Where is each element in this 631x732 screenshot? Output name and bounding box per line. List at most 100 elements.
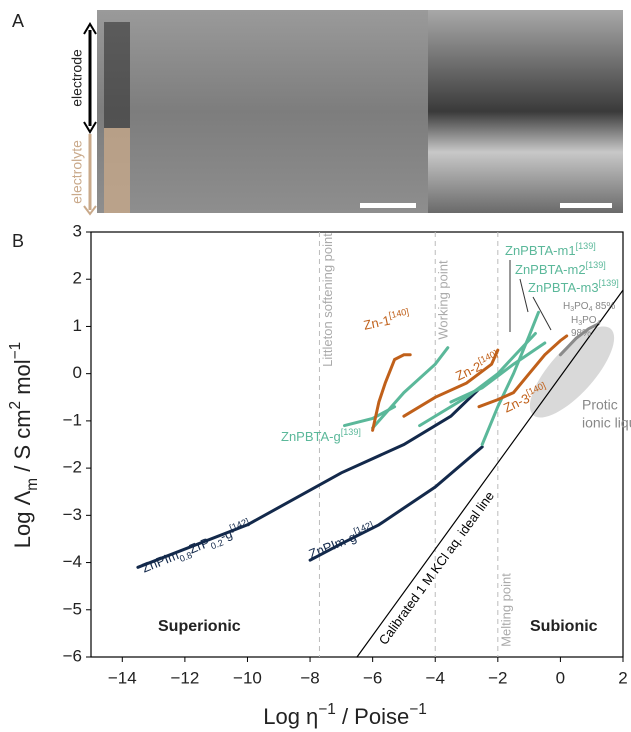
sem-image — [97, 10, 428, 213]
y-tick-label: 1 — [73, 316, 82, 335]
series-label: ZnPBTA-g[139] — [281, 427, 361, 444]
annotation-part: 98% — [571, 328, 591, 339]
annotation: 98% — [571, 328, 591, 339]
panel-b: B −14 −12 −10 −8 −6 −4 −2 0 2−6−5−4−3−2−10123Log… — [7, 221, 631, 728]
annotation: H3PO4 — [571, 315, 601, 328]
leader-line — [519, 278, 529, 313]
electrolyte-label: electrolyte — [69, 140, 85, 204]
x-axis-label-part: −1 — [318, 701, 336, 718]
region-label: Protic — [582, 397, 618, 413]
series-label-part: ZnPIm — [140, 548, 181, 576]
annotation-part: PO — [582, 315, 597, 326]
series-label: Calibrated 1 M KCl aq. ideal line — [376, 489, 497, 648]
scale-bar — [560, 203, 612, 208]
annotation-part: H — [563, 301, 570, 312]
series-line — [136, 384, 484, 569]
electrolyte-overlay — [104, 128, 130, 213]
series-line — [402, 348, 500, 418]
annotation-part: H — [571, 315, 578, 326]
series-label-part: [142] — [228, 517, 251, 534]
y-tick-label: 2 — [73, 269, 82, 288]
series-label-part: [139] — [599, 278, 619, 288]
series-label: ZnPIm0.8ZrP0.2-g[142] — [139, 517, 254, 579]
series-label-part: [142] — [352, 520, 375, 537]
y-axis-label-part: Log Λ — [10, 490, 35, 548]
x-axis-label-part: / Poise — [336, 704, 409, 729]
x-tick-label: 0 — [556, 668, 565, 687]
region-label: Superionic — [158, 618, 241, 635]
series-label-part: 0.2 — [209, 538, 224, 552]
series-label-part: [139] — [576, 241, 596, 251]
annotation-part: 3 — [578, 320, 582, 327]
x-tick-label: −12 — [170, 668, 199, 687]
y-tick-label: −3 — [63, 505, 82, 524]
leader-line — [532, 296, 552, 331]
panel-label: B — [12, 231, 24, 251]
series-label-part: [139] — [586, 260, 606, 270]
y-axis-label: Log Λm / S cm2 mol−1 — [7, 342, 41, 548]
series-label-part: Zn-1 — [362, 313, 391, 333]
panel-label: A — [12, 11, 24, 31]
annotation-part: 4 — [597, 320, 601, 327]
y-tick-label: −6 — [63, 646, 82, 665]
x-tick-label: −8 — [300, 668, 319, 687]
arrow-head — [83, 22, 97, 134]
annotation-part: 85% — [593, 301, 616, 312]
x-tick-label: −2 — [488, 668, 507, 687]
series-line — [449, 341, 547, 404]
series-label-part: [140] — [477, 349, 500, 367]
series-line — [418, 332, 537, 428]
reference-label: Working point — [436, 260, 451, 340]
annotation-part: PO — [574, 301, 589, 312]
series-label-part: [140] — [388, 307, 410, 321]
y-tick-label: −1 — [63, 410, 82, 429]
series-label: ZnPIm-g[142] — [306, 520, 377, 562]
series-line — [480, 310, 540, 446]
series-label-part: [139] — [341, 427, 361, 437]
series-line — [308, 445, 484, 562]
x-axis-label-part: −1 — [409, 701, 427, 718]
series-label: ZnPBTA-m1[139] — [505, 241, 596, 258]
region-label: Subionic — [530, 618, 598, 635]
reference-label: Melting point — [498, 573, 513, 647]
series-line — [356, 289, 624, 658]
annotation: H3PO4 85% — [563, 301, 615, 314]
series-label-part: ZrP — [187, 535, 212, 557]
series-line — [558, 322, 600, 357]
x-tick-label: −14 — [108, 668, 137, 687]
y-tick-label: −5 — [63, 599, 82, 618]
x-tick-label: −10 — [233, 668, 262, 687]
y-axis-label-part: 2 — [7, 401, 24, 410]
series-label: ZnPBTA-m3[139] — [528, 278, 619, 295]
x-tick-label: −6 — [363, 668, 382, 687]
x-tick-label: 2 — [618, 668, 627, 687]
series-label-part: Calibrated 1 M KCl aq. ideal line — [376, 489, 497, 648]
series-line — [371, 346, 450, 430]
y-tick-label: −4 — [63, 552, 82, 571]
annotation-part: 4 — [589, 306, 593, 313]
series-label-part: -g — [218, 526, 234, 544]
y-tick-label: −2 — [63, 458, 82, 477]
series-label-part: ZnPBTA-m2 — [515, 262, 586, 277]
series-label-part: ZnPBTA-g — [281, 429, 341, 444]
annotation-part: 3 — [570, 306, 574, 313]
x-tick-label: −4 — [426, 668, 445, 687]
x-axis-label: Log η−1 / Poise−1 — [263, 701, 427, 729]
region-label: ionic liquids — [582, 415, 631, 431]
series-label-part: ZnPIm-g — [307, 529, 359, 562]
y-tick-label: 3 — [73, 221, 82, 240]
series-label-part: 0.8 — [178, 550, 193, 564]
protic-region — [529, 326, 615, 418]
plot-frame — [90, 231, 624, 658]
series-label: ZnPBTA-m2[139] — [515, 260, 606, 277]
x-axis-label-part: Log η — [263, 704, 318, 729]
panel-a: A electrode electrolyte — [12, 10, 623, 216]
series-label: Zn-1[140] — [362, 307, 411, 333]
scale-bar — [360, 203, 416, 208]
y-axis-label-part: −1 — [7, 342, 24, 360]
electrode-label: electrode — [69, 49, 85, 107]
series-line — [371, 353, 412, 432]
series-label-part: ZnPBTA-m3 — [528, 280, 599, 295]
y-axis-label-part: / S cm — [10, 409, 35, 477]
